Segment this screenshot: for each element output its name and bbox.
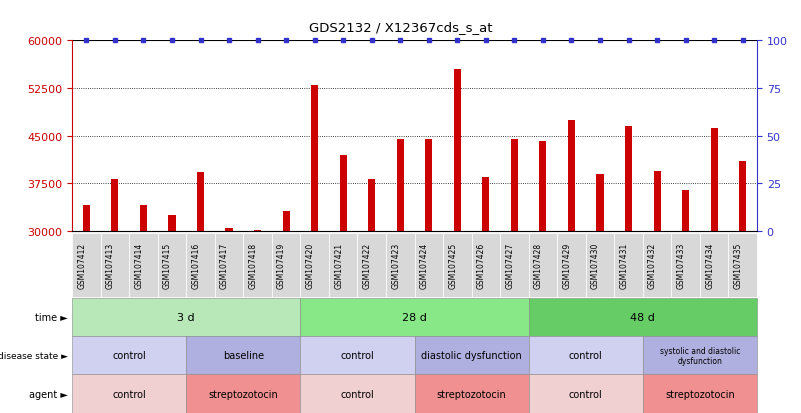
Text: GSM107432: GSM107432 [648, 242, 657, 288]
Text: GSM107416: GSM107416 [191, 242, 200, 288]
Text: GSM107433: GSM107433 [677, 242, 686, 289]
Text: GSM107427: GSM107427 [505, 242, 514, 288]
Text: 3 d: 3 d [177, 313, 195, 323]
Text: GSM107435: GSM107435 [734, 242, 743, 289]
Text: GSM107428: GSM107428 [534, 242, 543, 288]
Bar [197, 173, 204, 231]
Bar [425, 140, 433, 231]
Text: GSM107419: GSM107419 [277, 242, 286, 288]
Bar [254, 230, 261, 231]
Text: 28 d: 28 d [402, 313, 427, 323]
Bar [453, 70, 461, 231]
Bar [511, 140, 518, 231]
Text: control: control [569, 389, 602, 399]
Bar [168, 216, 175, 231]
Text: GSM107420: GSM107420 [306, 242, 315, 288]
Text: GSM107425: GSM107425 [449, 242, 457, 288]
Text: disease state ►: disease state ► [0, 351, 68, 360]
Bar [396, 140, 404, 231]
Bar [225, 228, 232, 231]
Text: control: control [112, 389, 146, 399]
Text: 48 d: 48 d [630, 313, 655, 323]
Text: control: control [569, 351, 602, 361]
Text: diastolic dysfunction: diastolic dysfunction [421, 351, 522, 361]
Bar [311, 85, 318, 231]
Text: GSM107414: GSM107414 [135, 242, 143, 288]
Text: systolic and diastolic
dysfunction: systolic and diastolic dysfunction [660, 346, 740, 365]
Text: GSM107434: GSM107434 [705, 242, 714, 289]
Bar [539, 141, 546, 231]
Text: GSM107412: GSM107412 [78, 242, 87, 288]
Bar [368, 179, 376, 231]
Text: GDS2132 / X12367cds_s_at: GDS2132 / X12367cds_s_at [308, 21, 493, 33]
Text: GSM107422: GSM107422 [363, 242, 372, 288]
Text: baseline: baseline [223, 351, 264, 361]
Text: time ►: time ► [35, 313, 68, 323]
Bar [625, 127, 632, 231]
Bar [111, 179, 119, 231]
Text: GSM107415: GSM107415 [163, 242, 172, 288]
Bar [482, 178, 489, 231]
Text: GSM107418: GSM107418 [248, 242, 258, 288]
Bar [682, 190, 689, 231]
Text: streptozotocin: streptozotocin [208, 389, 278, 399]
Bar [140, 206, 147, 231]
Bar [597, 174, 604, 231]
Text: GSM107421: GSM107421 [334, 242, 343, 288]
Bar [654, 171, 661, 231]
Bar [739, 161, 747, 231]
Text: GSM107423: GSM107423 [391, 242, 400, 288]
Text: control: control [340, 389, 374, 399]
Bar [83, 206, 90, 231]
Bar [710, 129, 718, 231]
Bar [283, 211, 290, 231]
Text: GSM107430: GSM107430 [591, 242, 600, 289]
Text: GSM107413: GSM107413 [106, 242, 115, 288]
Bar [340, 155, 347, 231]
Text: GSM107426: GSM107426 [477, 242, 486, 288]
Text: GSM107424: GSM107424 [420, 242, 429, 288]
Text: agent ►: agent ► [29, 389, 68, 399]
Text: control: control [112, 351, 146, 361]
Text: streptozotocin: streptozotocin [665, 389, 735, 399]
Text: GSM107431: GSM107431 [619, 242, 629, 288]
Text: control: control [340, 351, 374, 361]
Text: GSM107429: GSM107429 [562, 242, 571, 288]
Bar [568, 121, 575, 231]
Text: streptozotocin: streptozotocin [437, 389, 506, 399]
Text: GSM107417: GSM107417 [220, 242, 229, 288]
